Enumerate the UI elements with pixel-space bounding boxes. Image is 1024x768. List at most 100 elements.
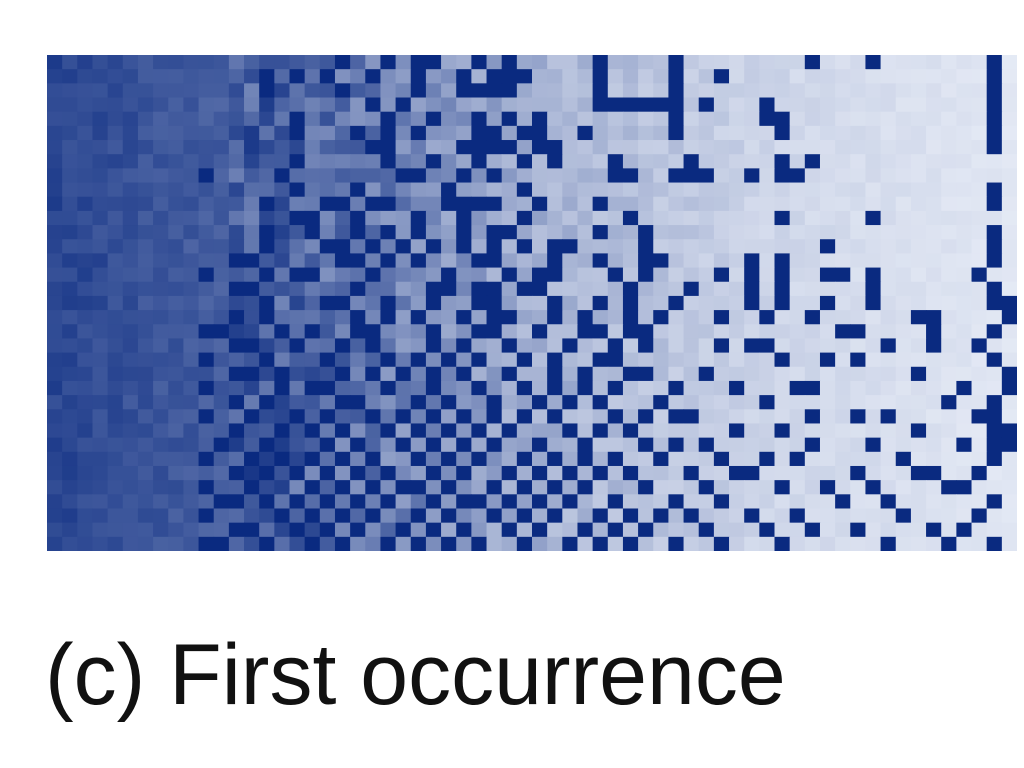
heatmap-cell: [592, 182, 609, 198]
heatmap-cell: [729, 196, 745, 212]
heatmap-cell: [592, 395, 609, 410]
heatmap-cell: [804, 451, 821, 467]
heatmap-cell: [425, 395, 442, 410]
heatmap-cell: [471, 125, 488, 141]
heatmap-cell: [819, 508, 836, 524]
heatmap-cell: [562, 281, 578, 297]
heatmap-cell: [244, 380, 260, 396]
heatmap-cell: [941, 366, 957, 382]
heatmap-cell: [622, 154, 639, 169]
heatmap-cell: [137, 196, 154, 212]
heatmap-cell: [62, 239, 78, 254]
heatmap-cell: [516, 281, 533, 297]
heatmap-cell: [137, 111, 154, 127]
heatmap-cell: [759, 366, 775, 382]
heatmap-cell: [334, 253, 351, 269]
heatmap-cell: [910, 168, 927, 184]
heatmap-cell: [244, 267, 260, 283]
heatmap-cell: [334, 423, 351, 439]
heatmap-cell: [607, 210, 624, 226]
heatmap-cell: [47, 409, 63, 424]
heatmap-cell: [895, 281, 912, 297]
heatmap-cell: [486, 97, 503, 113]
heatmap-cell: [835, 508, 851, 524]
heatmap-cell: [486, 310, 503, 325]
heatmap-cell: [668, 380, 685, 396]
heatmap-cell: [486, 352, 503, 368]
heatmap-cell: [471, 253, 488, 269]
heatmap-cell: [683, 281, 700, 297]
heatmap-cell: [334, 267, 351, 283]
heatmap-cell: [456, 140, 472, 155]
heatmap-cell: [486, 154, 503, 169]
heatmap-cell: [910, 338, 927, 354]
heatmap-cell: [107, 522, 124, 538]
heatmap-cell: [941, 494, 957, 509]
heatmap-cell: [304, 451, 321, 467]
heatmap-cell: [198, 125, 215, 141]
heatmap-cell: [789, 480, 806, 495]
heatmap-cell: [274, 97, 290, 113]
heatmap-cell: [683, 97, 700, 113]
heatmap-cell: [319, 352, 336, 368]
heatmap-cell: [835, 494, 851, 509]
heatmap-cell: [865, 480, 882, 495]
heatmap-cell: [153, 267, 169, 283]
heatmap-cell: [729, 69, 745, 84]
heatmap-cell: [638, 480, 654, 495]
heatmap-cell: [865, 83, 882, 99]
heatmap-cell: [47, 508, 63, 524]
heatmap-cell: [910, 494, 927, 509]
heatmap-cell: [532, 310, 548, 325]
heatmap-cell: [638, 295, 654, 311]
heatmap-cell: [486, 338, 503, 354]
heatmap-cell: [168, 409, 184, 424]
heatmap-cell: [729, 409, 745, 424]
heatmap-cell: [683, 409, 700, 424]
heatmap-cell: [774, 380, 791, 396]
heatmap-cell: [910, 125, 927, 141]
heatmap-cell: [244, 210, 260, 226]
heatmap-cell: [516, 437, 533, 453]
heatmap-cell: [774, 310, 791, 325]
heatmap-cell: [895, 324, 912, 339]
heatmap-cell: [410, 338, 427, 354]
heatmap-cell: [638, 69, 654, 84]
heatmap-cell: [168, 154, 184, 169]
heatmap-cell: [380, 366, 397, 382]
heatmap-cell: [759, 352, 775, 368]
heatmap-cell: [395, 69, 412, 84]
heatmap-cell: [744, 83, 760, 99]
heatmap-cell: [122, 465, 139, 481]
heatmap-cell: [607, 182, 624, 198]
heatmap-cell: [592, 536, 609, 551]
heatmap-cell: [350, 182, 366, 198]
heatmap-cell: [228, 281, 245, 297]
heatmap-cell: [107, 196, 124, 212]
heatmap-cell: [486, 295, 503, 311]
heatmap-cell: [456, 451, 472, 467]
heatmap-cell: [92, 295, 109, 311]
heatmap-cell: [137, 239, 154, 254]
heatmap-cell: [880, 295, 897, 311]
heatmap-cell: [562, 267, 578, 283]
heatmap-cell: [547, 338, 563, 354]
heatmap-cell: [532, 154, 548, 169]
heatmap-cell: [880, 310, 897, 325]
heatmap-cell: [259, 338, 275, 354]
heatmap-cell: [410, 225, 427, 240]
heatmap-cell: [395, 295, 412, 311]
heatmap-cell: [622, 366, 639, 382]
heatmap-cell: [395, 182, 412, 198]
heatmap-cell: [228, 522, 245, 538]
heatmap-cell: [789, 522, 806, 538]
heatmap-cell: [880, 225, 897, 240]
heatmap-cell: [986, 494, 1003, 509]
heatmap-cell: [501, 480, 518, 495]
heatmap-cell: [865, 154, 882, 169]
heatmap-cell: [941, 97, 957, 113]
heatmap-cell: [350, 111, 366, 127]
heatmap-cell: [865, 168, 882, 184]
heatmap-cell: [62, 395, 78, 410]
heatmap-cell: [668, 451, 685, 467]
